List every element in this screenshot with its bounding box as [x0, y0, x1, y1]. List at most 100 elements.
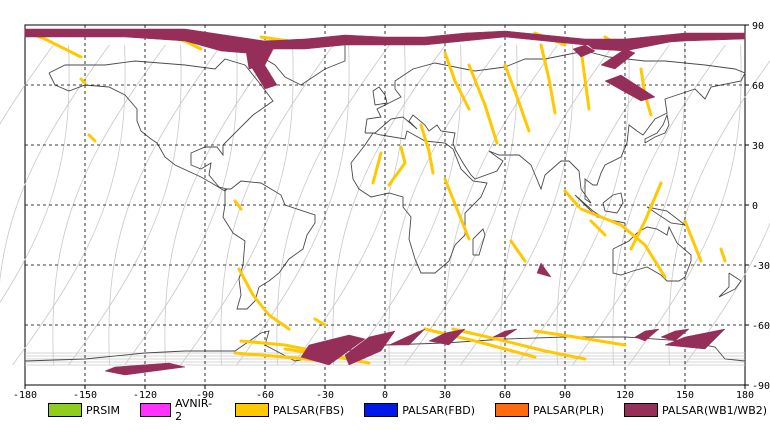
wb-coverage-region — [300, 334, 366, 366]
new-guinea-outline — [646, 206, 687, 226]
orbit-track — [164, 44, 278, 366]
fbs-swath — [579, 207, 667, 279]
legend-swatch-palsar-wb — [624, 403, 658, 417]
legend-item-palsar-fbd: PALSAR(FBD) — [364, 403, 475, 417]
palsar-fbs-swaths — [27, 31, 727, 365]
eurasia-outline — [364, 50, 746, 204]
fbs-swath — [579, 47, 591, 111]
orbit-track — [668, 60, 770, 366]
x-tick-label: -180 — [13, 390, 37, 401]
fbs-swath — [79, 77, 87, 85]
y-tick-label: 0 — [752, 201, 758, 212]
y-tick-label: -90 — [752, 381, 770, 392]
wb-coverage-region — [580, 38, 686, 52]
palsar-wb-regions — [24, 28, 746, 376]
legend-swatch-palsar-plr — [495, 403, 530, 417]
orbit-track — [500, 44, 614, 366]
fbs-swath — [387, 145, 407, 187]
wb-coverage-region — [104, 362, 186, 376]
orbit-track — [68, 44, 182, 366]
fbs-swath — [683, 219, 703, 263]
x-tick-label: -120 — [133, 390, 157, 401]
fbs-swath — [509, 239, 527, 263]
orbit-track — [684, 222, 770, 366]
x-tick-label: 180 — [736, 390, 754, 401]
wb-coverage-region — [572, 44, 596, 58]
wb-coverage-region — [248, 58, 278, 90]
fbs-swath — [589, 219, 607, 237]
legend-label-prsim: PRSIM — [86, 403, 120, 417]
new-zealand-outline — [718, 272, 742, 298]
wb-coverage-region — [492, 328, 518, 338]
legend-label-palsar-fbd: PALSAR(FBD) — [402, 403, 476, 417]
fbs-swath — [237, 267, 291, 331]
x-tick-label: 90 — [559, 390, 571, 401]
south-america-outline — [222, 180, 316, 310]
y-tick-label: -30 — [752, 261, 770, 272]
graticule-grid — [25, 25, 745, 385]
y-tick-label: 30 — [752, 141, 764, 152]
orbit-track — [0, 44, 54, 125]
orbit-track — [0, 44, 110, 283]
x-tick-label: -150 — [73, 390, 97, 401]
wb-coverage-region — [388, 328, 426, 346]
y-tick-label: 60 — [752, 81, 764, 92]
x-tick-label: 0 — [382, 390, 388, 401]
x-tick-label: 60 — [499, 390, 511, 401]
legend-label-avnir2: AVNIR-2 — [175, 397, 213, 423]
fbs-swath — [563, 189, 581, 209]
wb-coverage-region — [344, 330, 396, 366]
legend-swatch-palsar-fbs — [235, 403, 269, 417]
fbs-swath — [419, 123, 435, 175]
fbs-swath — [451, 327, 587, 361]
x-tick-label: -90 — [196, 390, 214, 401]
legend-label-palsar-plr: PALSAR(PLR) — [533, 403, 604, 417]
wb-coverage-region — [634, 328, 660, 342]
madagascar-outline — [472, 228, 486, 256]
australia-outline — [612, 225, 692, 282]
wb-coverage-region — [604, 74, 656, 102]
legend-swatch-prsim — [48, 403, 82, 417]
legend-label-palsar-fbs: PALSAR(FBS) — [273, 403, 345, 417]
x-tick-label: 30 — [439, 390, 451, 401]
legend-item-palsar-fbs: PALSAR(FBS) — [235, 403, 344, 417]
y-tick-label: 90 — [752, 21, 764, 32]
legend-item-palsar-plr: PALSAR(PLR) — [495, 403, 604, 417]
fbs-swath — [719, 247, 727, 263]
legend-swatch-avnir2 — [140, 403, 172, 417]
north-america-outline — [48, 58, 274, 192]
fbs-swath — [467, 63, 499, 145]
fbs-swath — [503, 63, 531, 133]
legend-label-palsar-wb: PALSAR(WB1/WB2) — [662, 403, 768, 417]
fbs-swath — [539, 43, 557, 115]
legend-swatch-palsar-fbd — [364, 403, 399, 417]
x-tick-label: 150 — [676, 390, 694, 401]
fbs-swath — [313, 317, 327, 327]
japan-outline — [644, 113, 670, 144]
wb-coverage-region — [24, 28, 746, 54]
wb-coverage-region — [664, 328, 726, 350]
axis-ticks: -180 -150 -120 -90 -60 -30 0 30 60 90 120 150 180 90 6… — [13, 21, 770, 401]
legend: PRSIM AVNIR-2 PALSAR(FBS) PALSAR(FBD) PA… — [48, 397, 770, 423]
fbs-swath — [629, 181, 663, 251]
legend-item-palsar-wb: PALSAR(WB1/WB2) — [624, 403, 767, 417]
fbs-swath — [233, 199, 243, 211]
wb-coverage-region — [600, 48, 636, 70]
legend-item-avnir2: AVNIR-2 — [140, 397, 215, 423]
y-tick-label: -60 — [752, 321, 770, 332]
fbs-swath — [443, 51, 471, 111]
fbs-swath — [533, 329, 627, 347]
x-tick-label: 120 — [616, 390, 634, 401]
fbs-swath — [443, 177, 471, 241]
x-tick-label: -60 — [256, 390, 274, 401]
orbit-track — [332, 44, 446, 366]
borneo-outline — [602, 192, 624, 214]
legend-item-prsim: PRSIM — [48, 403, 120, 417]
wb-coverage-region — [428, 328, 466, 346]
fbs-swath — [371, 151, 383, 185]
orbit-track — [236, 44, 350, 366]
wb-coverage-region — [536, 262, 552, 278]
fbs-swath — [423, 327, 537, 359]
x-tick-label: -30 — [316, 390, 334, 401]
